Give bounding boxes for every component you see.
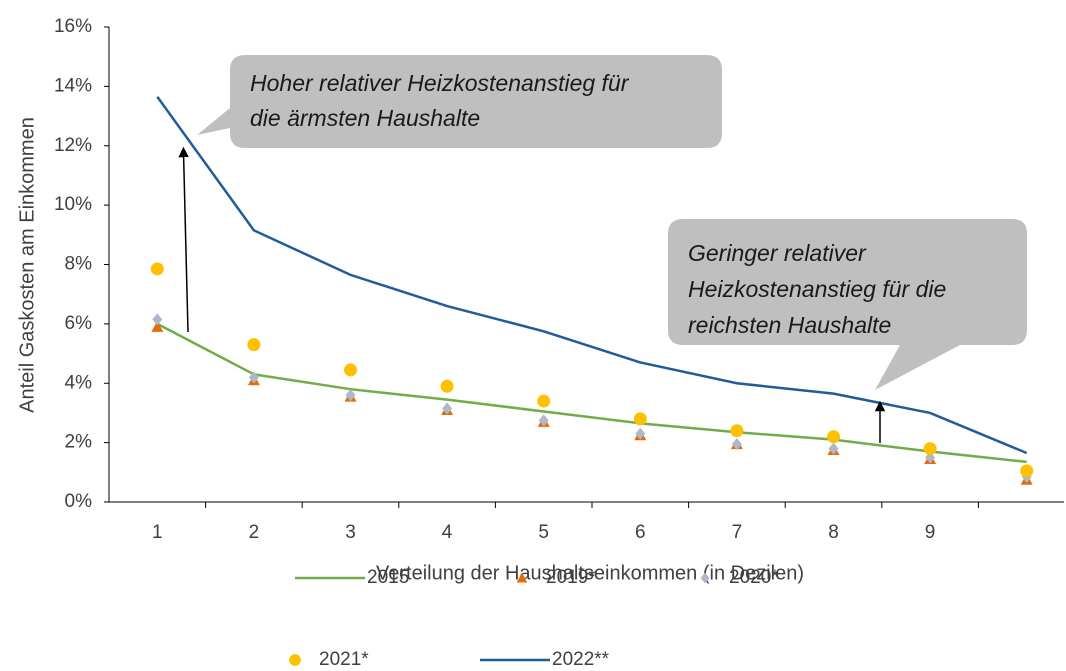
marker-diamond bbox=[152, 313, 163, 326]
marker-circle bbox=[150, 262, 164, 276]
x-tick-label: 1 bbox=[152, 522, 163, 543]
legend-label: 2021* bbox=[319, 649, 369, 670]
annotation-text: Hoher relativer Heizkostenanstieg für bbox=[250, 70, 630, 96]
marker-triangle bbox=[516, 572, 528, 583]
marker-diamond bbox=[635, 427, 646, 440]
x-tick-label: 5 bbox=[538, 522, 549, 543]
x-tick-label: 2 bbox=[249, 522, 260, 543]
annotation-text: die ärmsten Haushalte bbox=[250, 105, 480, 131]
x-axis-label: Verteilung der Haushaltseinkommen (in De… bbox=[376, 562, 804, 584]
marker-circle bbox=[289, 654, 301, 666]
marker-diamond bbox=[700, 572, 710, 584]
marker-diamond bbox=[442, 402, 453, 415]
annotation-text: Geringer relativer bbox=[688, 240, 867, 266]
x-tick-label: 4 bbox=[442, 522, 453, 543]
marker-circle bbox=[923, 442, 937, 456]
marker-circle bbox=[440, 379, 454, 393]
y-tick-label: 6% bbox=[65, 313, 93, 334]
plot-area: 0% 2% 4% 6% 8% 10% 12% 14% 16% 1 2 3 4 5 6 7 8 9 bbox=[54, 16, 1064, 543]
y-tick-label: 16% bbox=[54, 16, 92, 37]
legend-label: 2022** bbox=[552, 649, 610, 670]
y-tick-label: 8% bbox=[65, 254, 93, 275]
marker-circle bbox=[247, 338, 261, 352]
arrow bbox=[178, 146, 189, 333]
legend-label: 2015 bbox=[367, 567, 409, 588]
y-tick-label: 4% bbox=[65, 372, 93, 393]
marker-circle bbox=[537, 394, 551, 408]
marker-circle bbox=[633, 412, 647, 426]
x-tick-label: 6 bbox=[635, 522, 646, 543]
y-axis-label: Anteil Gaskosten am Einkommen bbox=[16, 117, 38, 413]
y-tick-label: 14% bbox=[54, 75, 92, 96]
callout bbox=[197, 55, 722, 148]
y-tick-label: 10% bbox=[54, 194, 92, 215]
annotation-text: Heizkostenanstieg für die bbox=[688, 276, 946, 302]
marker-circle bbox=[1020, 464, 1034, 478]
legend-label: 2019* bbox=[546, 567, 596, 588]
x-tick-label: 7 bbox=[732, 522, 743, 543]
y-tick-label: 0% bbox=[65, 491, 93, 512]
marker-circle bbox=[827, 430, 840, 444]
x-tick-label: 8 bbox=[828, 522, 839, 543]
y-tick-label: 12% bbox=[54, 135, 92, 156]
series-line bbox=[156, 322, 1027, 464]
marker-circle bbox=[344, 363, 357, 377]
x-tick-label: 3 bbox=[345, 522, 356, 543]
marker-diamond bbox=[538, 414, 549, 427]
marker-diamond bbox=[731, 438, 742, 451]
legend-label: 2020* bbox=[729, 567, 779, 588]
marker-triangle bbox=[151, 320, 164, 332]
marker-diamond bbox=[248, 371, 259, 384]
marker-diamond bbox=[345, 389, 356, 402]
y-tick-label: 2% bbox=[65, 432, 93, 453]
annotation-text: reichsten Haushalte bbox=[688, 312, 891, 338]
x-tick-label: 9 bbox=[925, 522, 936, 543]
callout bbox=[668, 219, 1027, 390]
marker-diamond bbox=[828, 442, 839, 455]
marker-circle bbox=[730, 424, 744, 438]
